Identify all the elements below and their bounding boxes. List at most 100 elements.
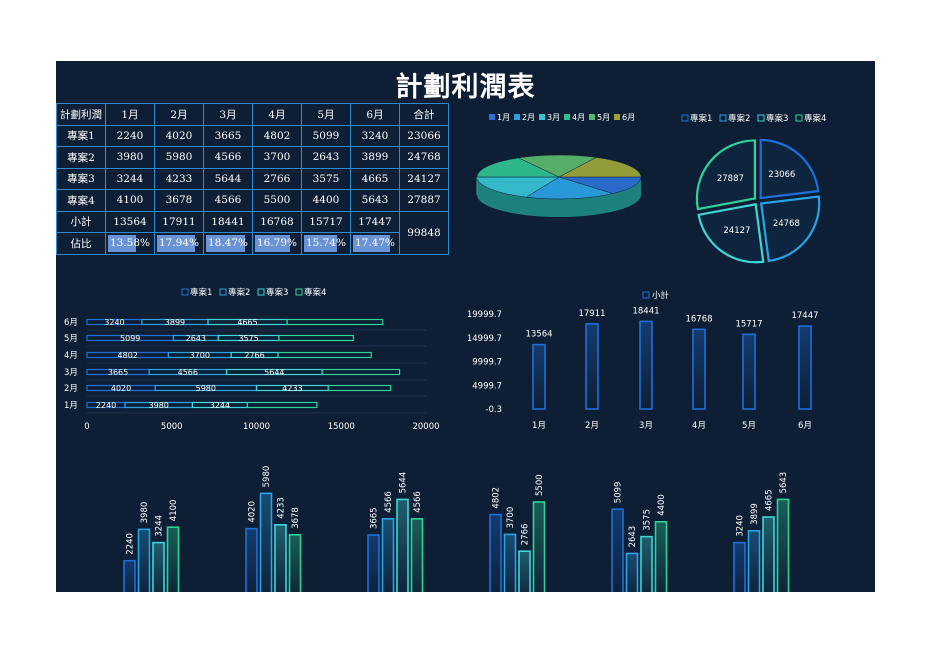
subtotal-row: 小計 13564 17911 18441 16768 15717 17447 9… xyxy=(56,210,449,255)
x-tick-label: 1月 xyxy=(532,421,546,431)
data-label: 4802 xyxy=(118,351,138,360)
table-cell: 4100 xyxy=(105,189,155,212)
bar xyxy=(367,534,380,592)
ratio-cell: 15.74% xyxy=(301,232,351,255)
table-header-cell: 1月 xyxy=(105,103,155,126)
x-tick-label: 10000 xyxy=(243,422,270,432)
data-label: 5099 xyxy=(614,482,624,504)
data-label: 2766 xyxy=(521,524,531,546)
legend-label: 專案1 xyxy=(690,113,712,124)
data-label: 3899 xyxy=(750,503,760,525)
table-cell: 3244 xyxy=(105,167,155,190)
data-label: 5980 xyxy=(262,466,272,488)
legend-label: 專案4 xyxy=(304,287,326,298)
pie-slice xyxy=(525,176,614,200)
y-tick-label: 14999.7 xyxy=(467,334,502,344)
bar xyxy=(611,508,624,592)
data-label: 13564 xyxy=(525,330,552,340)
dashboard-panel: 計劃利潤表 計劃利潤 1月 2月 3月 4月 5月 6月 合計 專案1 2240… xyxy=(56,61,875,592)
legend-label: 專案3 xyxy=(766,113,788,124)
bar xyxy=(503,533,517,592)
legend-marker xyxy=(219,288,227,296)
y-tick-label: 9999.7 xyxy=(472,358,502,368)
data-label: 16768 xyxy=(685,314,712,324)
legend-marker xyxy=(295,288,303,296)
ratio-bar xyxy=(255,234,291,252)
bar xyxy=(410,518,424,592)
ratio-text: 16.79% xyxy=(256,236,298,249)
bar xyxy=(639,320,653,410)
legend-label: 專案1 xyxy=(190,287,212,298)
data-label: 3980 xyxy=(140,502,150,524)
bar xyxy=(288,533,302,592)
grand-total-cell: 99848 xyxy=(399,210,449,255)
pie-slice xyxy=(558,157,642,178)
legend-marker xyxy=(489,114,495,120)
table-cell: 4566 xyxy=(203,146,253,169)
data-label: 2240 xyxy=(126,533,136,555)
x-tick-label: 3月 xyxy=(639,421,653,431)
data-label: 2766 xyxy=(244,351,264,360)
bar xyxy=(321,368,401,376)
ratio-row: 佔比 13.58% 17.94% 18.47% 16.79% 15.74% 17… xyxy=(56,232,449,255)
legend-marker xyxy=(589,114,595,120)
data-label: 4566 xyxy=(384,491,394,513)
bar xyxy=(585,323,599,410)
table-header-cell: 5月 xyxy=(301,103,351,126)
data-label: 17911 xyxy=(578,309,605,319)
ratio-cell: 17.94% xyxy=(154,232,204,255)
y-tick-label: 6月 xyxy=(64,318,78,328)
bar xyxy=(152,541,165,592)
data-label: 5644 xyxy=(264,368,284,377)
data-label: 4233 xyxy=(277,497,287,519)
bar xyxy=(640,535,653,592)
legend-marker xyxy=(181,288,189,296)
bar xyxy=(327,384,392,392)
legend-marker xyxy=(257,288,265,296)
legend-marker xyxy=(614,114,620,120)
table-corner-cell: 計劃利潤 xyxy=(56,103,106,126)
pie-slice xyxy=(697,202,765,264)
data-label: 3665 xyxy=(370,507,380,529)
bar xyxy=(123,559,136,592)
bar xyxy=(278,334,355,342)
data-label: 23066 xyxy=(768,170,795,180)
legend-marker xyxy=(719,114,727,122)
data-label: 27887 xyxy=(717,174,744,184)
table-cell: 4233 xyxy=(154,167,204,190)
x-tick-label: 5000 xyxy=(161,422,183,432)
table-cell: 3575 xyxy=(301,167,351,190)
legend-label: 小計 xyxy=(652,290,670,301)
data-label: 2643 xyxy=(186,334,206,343)
table-cell: 5500 xyxy=(252,189,302,212)
table-header-cell: 6月 xyxy=(350,103,400,126)
bar xyxy=(798,325,812,410)
data-label: 4802 xyxy=(492,487,502,509)
legend-label: 專案2 xyxy=(228,287,250,298)
x-tick-label: 4月 xyxy=(692,421,706,431)
page-title: 計劃利潤表 xyxy=(395,72,536,103)
legend-label: 專案2 xyxy=(728,113,750,124)
bar xyxy=(274,524,287,592)
data-label: 4400 xyxy=(657,494,667,516)
data-label: 4100 xyxy=(169,500,179,522)
data-label: 2240 xyxy=(96,401,116,410)
legend-label: 專案4 xyxy=(804,113,826,124)
row-label: 專案2 xyxy=(56,146,106,169)
legend-marker xyxy=(681,114,689,122)
data-label: 3575 xyxy=(643,509,653,531)
charts-canvas: 1月 2月 3月 4月 5月 6月 專案1 專案2 專案3 專案42306624768241272… xyxy=(64,113,826,592)
data-label: 3240 xyxy=(736,515,746,537)
data-label: 4665 xyxy=(237,318,257,327)
x-tick-label: 2月 xyxy=(585,421,599,431)
table-cell: 5643 xyxy=(350,189,400,212)
bar xyxy=(259,492,273,592)
bar xyxy=(137,528,151,592)
ratio-cell: 16.79% xyxy=(252,232,302,255)
data-label: 5644 xyxy=(399,472,409,494)
legend-label: 專案3 xyxy=(266,287,288,298)
data-label: 3700 xyxy=(506,507,516,529)
data-label: 4566 xyxy=(413,491,423,513)
ratio-cell: 13.58% xyxy=(105,232,155,255)
ratio-text: 17.47% xyxy=(354,236,396,249)
